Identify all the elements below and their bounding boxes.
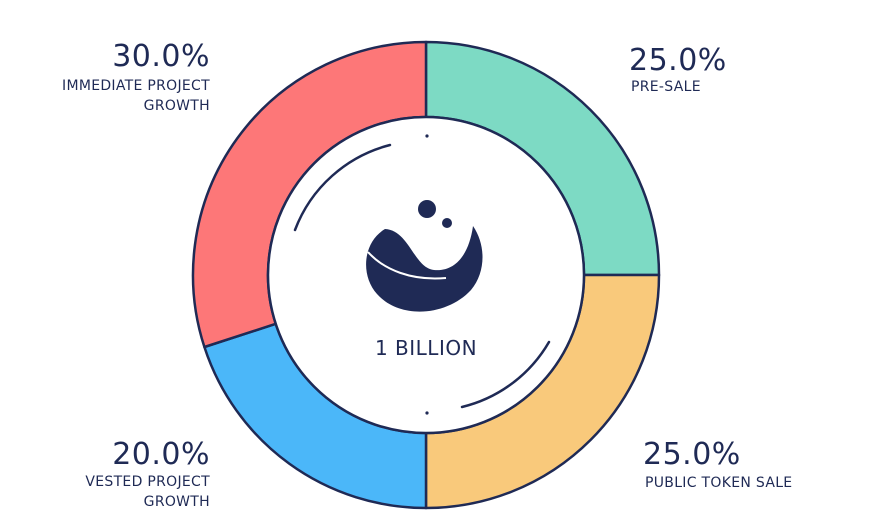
slice-label-line: PUBLIC TOKEN SALE bbox=[645, 475, 793, 491]
logo-icon bbox=[366, 200, 483, 312]
center-total-label: 1 BILLION bbox=[374, 336, 478, 360]
decor-dot-bottom bbox=[425, 411, 429, 415]
slice-percent-pre-sale: 25.0% bbox=[629, 43, 727, 78]
slice-label-pre-sale: PRE-SALE bbox=[631, 77, 701, 97]
slice-label-vested-project-growth: VESTED PROJECT GROWTH bbox=[20, 472, 210, 512]
slice-label-line: GROWTH bbox=[143, 494, 210, 510]
decor-arc-lower-right bbox=[460, 340, 551, 409]
slice-label-line: GROWTH bbox=[143, 98, 210, 114]
slice-label-line: PRE-SALE bbox=[631, 79, 701, 95]
slice-percent-public-token-sale: 25.0% bbox=[643, 437, 741, 472]
slice-percent-immediate-project-growth: 30.0% bbox=[112, 39, 210, 74]
slice-percent-vested-project-growth: 20.0% bbox=[112, 437, 210, 472]
slice-label-line: VESTED PROJECT bbox=[85, 474, 210, 490]
slice-label-line: IMMEDIATE PROJECT bbox=[62, 78, 210, 94]
decor-arc-upper-left bbox=[293, 143, 392, 232]
decor-dot-top bbox=[425, 134, 429, 138]
slice-label-immediate-project-growth: IMMEDIATE PROJECT GROWTH bbox=[10, 76, 210, 116]
donut-slices bbox=[191, 40, 661, 510]
slice-label-public-token-sale: PUBLIC TOKEN SALE bbox=[645, 473, 792, 493]
